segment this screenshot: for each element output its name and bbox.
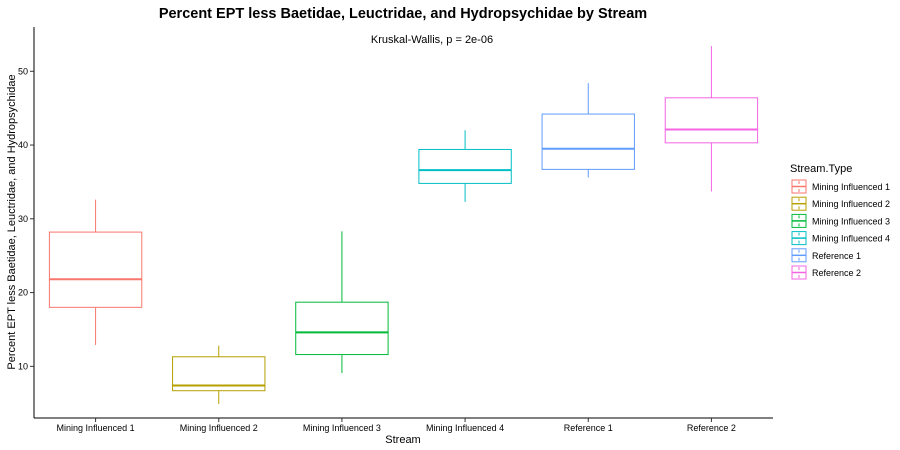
x-tick-label: Reference 2 [687, 423, 736, 433]
x-axis-label: Stream [385, 434, 420, 446]
box-iqr [295, 301, 389, 356]
legend-label: Reference 2 [812, 268, 861, 278]
x-tick-label: Mining Influenced 2 [180, 423, 258, 433]
box-iqr [418, 148, 512, 184]
box-2 [172, 345, 266, 404]
box-6 [664, 46, 759, 192]
legend-label: Mining Influenced 1 [812, 182, 890, 192]
x-tick-label: Mining Influenced 4 [426, 423, 504, 433]
x-tick-label: Reference 1 [564, 423, 613, 433]
legend-item: Reference 2 [791, 265, 861, 280]
legend-label: Mining Influenced 4 [812, 234, 890, 244]
legend-label: Mining Influenced 3 [812, 216, 890, 226]
legend-item: Mining Influenced 1 [791, 179, 890, 194]
box-5 [541, 83, 635, 178]
y-axis-label: Percent EPT less Baetidae, Leuctridae, a… [6, 74, 18, 369]
plot-area: 10 20 30 40 50 Mining Influenced 1 Mining Infl… [18, 27, 773, 433]
box-4 [418, 130, 512, 202]
box-1 [48, 199, 143, 345]
legend-label: Mining Influenced 2 [812, 199, 890, 209]
legend-item: Mining Influenced 4 [791, 231, 890, 246]
legend-items: Mining Influenced 1 Mining Influenced 2 Mi… [791, 179, 890, 280]
y-tick-label: 40 [18, 140, 28, 150]
legend-label: Reference 1 [812, 251, 861, 261]
legend-title: Stream.Type [790, 163, 852, 175]
box-3 [295, 231, 389, 373]
chart-annotation: Kruskal-Wallis, p = 2e-06 [371, 34, 493, 46]
y-tick-label: 10 [18, 361, 28, 371]
x-tick-label: Mining Influenced 3 [303, 423, 381, 433]
box-iqr [48, 231, 143, 308]
legend-item: Mining Influenced 2 [791, 196, 890, 211]
y-tick-label: 50 [18, 66, 28, 76]
legend-item: Mining Influenced 3 [791, 213, 890, 228]
chart-title: Percent EPT less Baetidae, Leuctridae, a… [159, 6, 647, 22]
legend-item: Reference 1 [791, 248, 861, 263]
y-tick-label: 30 [18, 214, 28, 224]
x-tick-label: Mining Influenced 1 [57, 423, 135, 433]
y-tick-label: 20 [18, 288, 28, 298]
box-iqr [541, 113, 635, 170]
box-iqr [664, 97, 759, 144]
